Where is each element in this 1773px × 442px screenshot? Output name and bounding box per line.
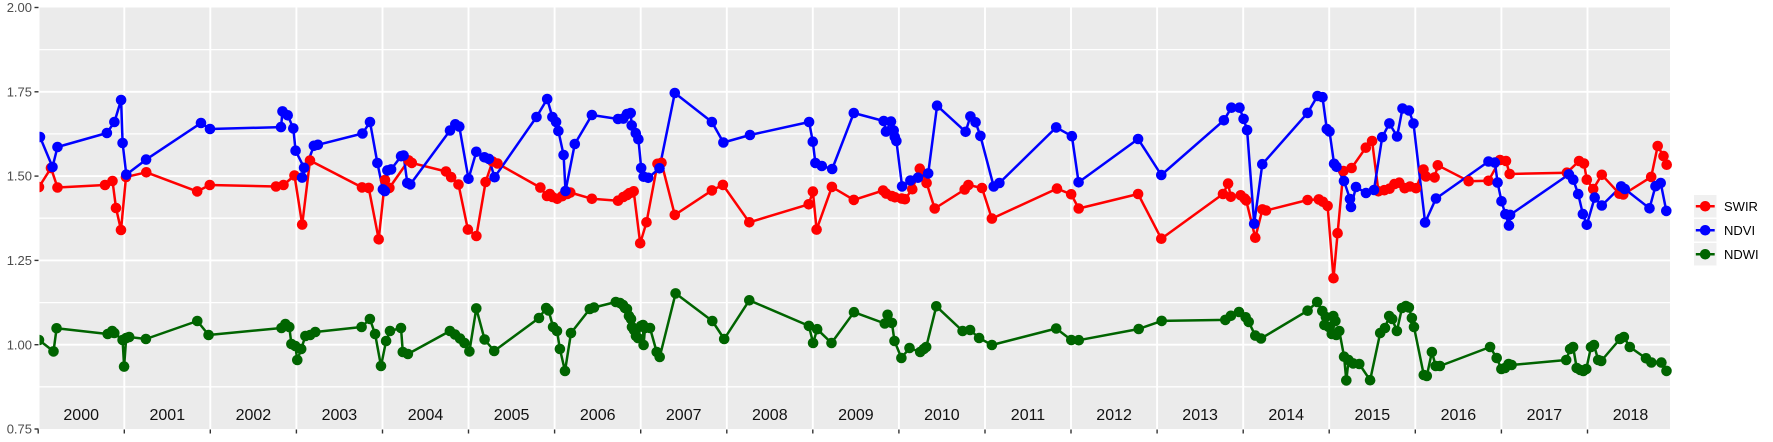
- svg-text:2004: 2004: [408, 407, 444, 424]
- svg-text:NDVI: NDVI: [1724, 223, 1755, 238]
- svg-text:0.75: 0.75: [7, 422, 32, 437]
- svg-text:2005: 2005: [494, 407, 530, 424]
- svg-text:2.00: 2.00: [7, 0, 32, 15]
- svg-text:2017: 2017: [1527, 407, 1563, 424]
- svg-text:1.25: 1.25: [7, 253, 32, 268]
- svg-text:2011: 2011: [1011, 407, 1046, 424]
- svg-text:2007: 2007: [666, 407, 702, 424]
- svg-text:2009: 2009: [838, 407, 874, 424]
- svg-text:2000: 2000: [63, 407, 99, 424]
- svg-text:2008: 2008: [752, 407, 788, 424]
- svg-text:2012: 2012: [1096, 407, 1132, 424]
- svg-text:2014: 2014: [1268, 407, 1304, 424]
- svg-text:2002: 2002: [236, 407, 272, 424]
- svg-text:2006: 2006: [580, 407, 616, 424]
- svg-text:NDWI: NDWI: [1724, 247, 1759, 262]
- svg-text:1.00: 1.00: [7, 337, 32, 352]
- svg-text:SWIR: SWIR: [1724, 199, 1758, 214]
- svg-text:2018: 2018: [1613, 407, 1649, 424]
- svg-text:2013: 2013: [1182, 407, 1218, 424]
- svg-text:2003: 2003: [322, 407, 358, 424]
- svg-text:2010: 2010: [924, 407, 960, 424]
- svg-text:1.50: 1.50: [7, 169, 32, 184]
- svg-text:1.75: 1.75: [7, 84, 32, 99]
- svg-text:2001: 2001: [150, 407, 186, 424]
- svg-text:2015: 2015: [1355, 407, 1391, 424]
- svg-text:2016: 2016: [1441, 407, 1477, 424]
